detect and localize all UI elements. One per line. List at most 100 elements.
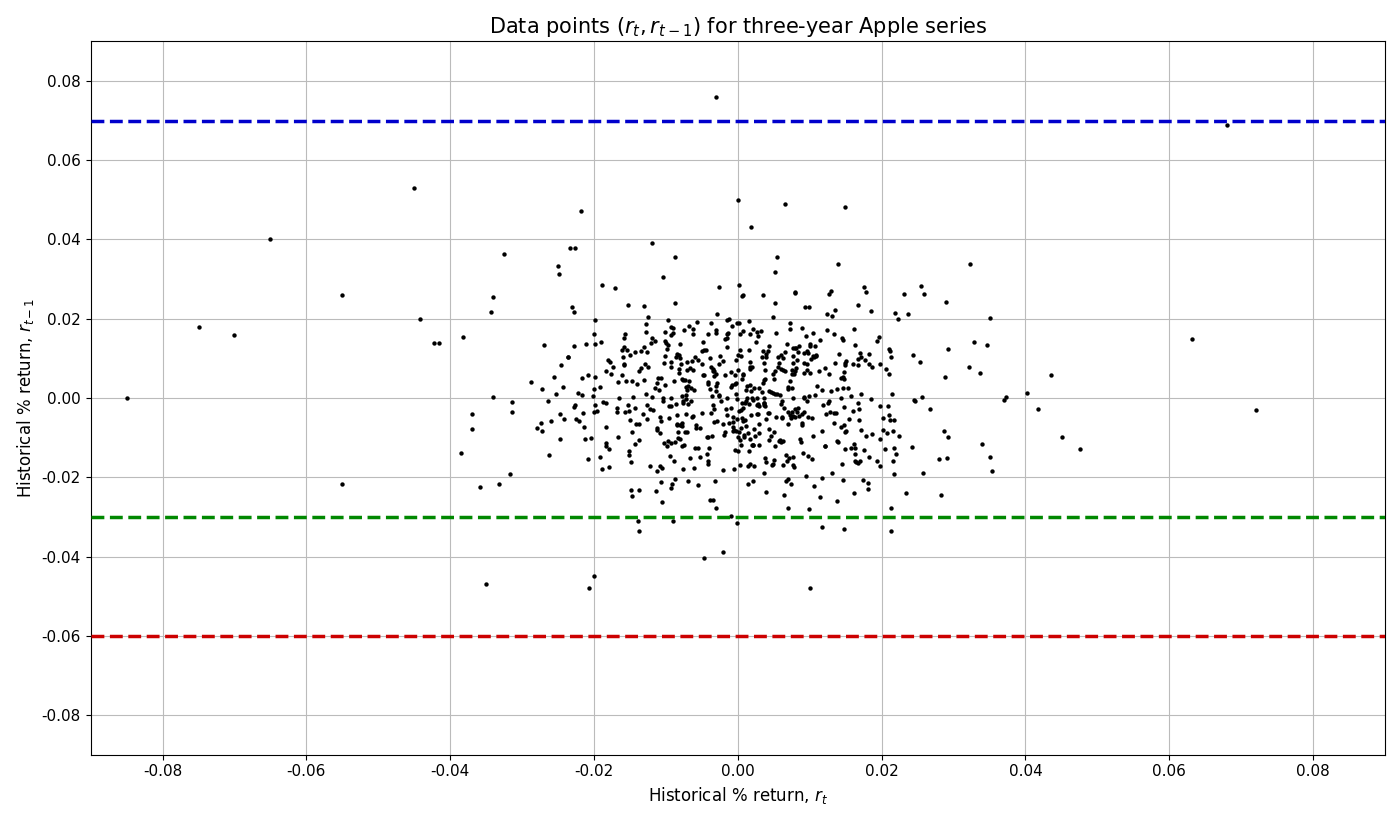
Point <box>777 502 799 515</box>
Point <box>882 424 904 438</box>
Point <box>742 394 764 407</box>
Point <box>669 419 692 432</box>
Point <box>777 383 799 396</box>
Point <box>188 320 210 333</box>
Point <box>636 412 658 425</box>
Point <box>566 413 588 426</box>
Point <box>717 331 739 344</box>
Point <box>830 371 853 384</box>
Point <box>701 493 724 507</box>
Point <box>620 455 643 468</box>
Point <box>546 259 568 273</box>
Point <box>658 449 680 462</box>
Point <box>617 298 640 311</box>
Point <box>869 459 892 472</box>
Point <box>668 363 690 376</box>
Point <box>617 404 640 417</box>
Point <box>616 343 638 356</box>
Point <box>995 390 1018 403</box>
Point <box>848 455 871 468</box>
Point <box>792 356 815 369</box>
Point <box>741 360 763 374</box>
Point <box>799 339 822 352</box>
Point <box>574 337 596 351</box>
Point <box>718 312 741 325</box>
Point <box>679 451 701 464</box>
Point <box>769 434 791 447</box>
Point <box>648 383 671 397</box>
Point <box>704 327 727 340</box>
Point <box>826 494 848 507</box>
Point <box>778 408 801 421</box>
Point <box>844 455 867 468</box>
Point <box>538 448 560 461</box>
Point <box>728 405 750 418</box>
Point <box>776 337 798 351</box>
Point <box>774 448 797 461</box>
Point <box>549 433 571 446</box>
Point <box>613 406 636 419</box>
Point <box>781 363 804 376</box>
Point <box>599 355 622 369</box>
Point <box>713 429 735 442</box>
Point <box>818 367 840 380</box>
Point <box>785 341 808 354</box>
Point <box>703 365 725 378</box>
Point <box>633 300 655 313</box>
Point <box>860 305 882 318</box>
Point <box>1050 430 1072 443</box>
Point <box>725 388 748 401</box>
Point <box>843 437 865 450</box>
Point <box>797 346 819 360</box>
Point <box>746 398 769 411</box>
Point <box>725 354 748 367</box>
Point <box>738 343 760 356</box>
Point <box>704 384 727 397</box>
Point <box>727 516 749 530</box>
Point <box>755 456 777 469</box>
Point <box>641 236 664 250</box>
Point <box>679 361 701 374</box>
Point <box>727 392 749 406</box>
Point <box>683 442 706 455</box>
Point <box>735 420 757 433</box>
Point <box>848 346 871 359</box>
Point <box>885 447 907 461</box>
Point <box>661 320 683 333</box>
Point <box>805 349 827 362</box>
Point <box>787 345 809 358</box>
Point <box>549 407 571 420</box>
Point <box>770 349 792 362</box>
Point <box>935 452 958 465</box>
Point <box>801 349 823 362</box>
Point <box>629 365 651 378</box>
Point <box>963 335 986 348</box>
Point <box>876 426 899 439</box>
Point <box>714 369 736 382</box>
Point <box>784 402 806 415</box>
Point <box>620 484 643 497</box>
Point <box>706 308 728 321</box>
Point <box>732 367 755 380</box>
Point <box>665 351 687 364</box>
Point <box>834 359 857 372</box>
Point <box>791 321 813 334</box>
Point <box>844 441 867 454</box>
Point <box>854 354 876 367</box>
Point <box>669 337 692 351</box>
Point <box>833 419 855 432</box>
Point <box>655 343 678 356</box>
Point <box>840 390 862 403</box>
Point <box>493 247 515 260</box>
Point <box>661 437 683 450</box>
Point <box>781 350 804 363</box>
Point <box>598 443 620 456</box>
Point <box>624 346 647 359</box>
Point <box>115 392 137 405</box>
Point <box>755 373 777 386</box>
Point <box>584 337 606 350</box>
Point <box>403 181 426 195</box>
Point <box>584 328 606 341</box>
Point <box>958 360 980 374</box>
Point <box>861 428 883 441</box>
